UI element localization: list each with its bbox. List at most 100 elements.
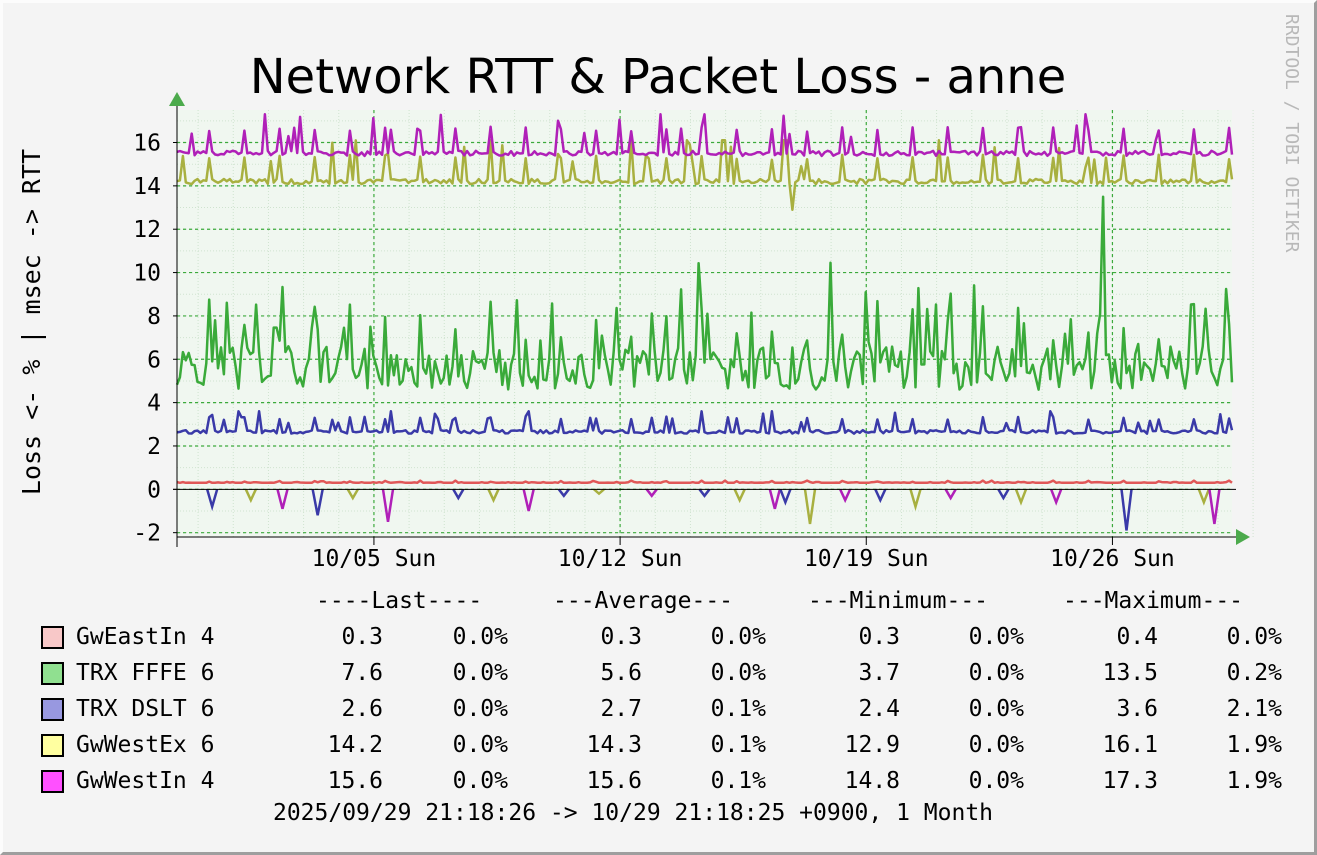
legend-stat-value: 0.0% xyxy=(452,696,508,722)
legend-stat-value: 0.0% xyxy=(968,696,1024,722)
loss-dip xyxy=(1197,488,1211,506)
legend-series-name: TRX FFFE 6 xyxy=(76,660,215,686)
loss-dip xyxy=(522,489,535,512)
legend-stat-value: 0.3 xyxy=(858,624,900,650)
legend-stat-value: 2.7 xyxy=(600,696,642,722)
legend-stat-value: 0.0% xyxy=(452,660,508,686)
loss-dip xyxy=(487,488,500,504)
legend-stat-value: 14.2 xyxy=(327,732,383,758)
loss-dip xyxy=(909,488,922,512)
legend-stat-value: 0.0% xyxy=(452,732,508,758)
loss-dip xyxy=(593,488,605,496)
loss-dip xyxy=(244,488,257,504)
watermark: RRDTOOL / TOBI OETIKER xyxy=(1281,14,1302,253)
legend-header: ---Minimum--- xyxy=(808,588,989,614)
loss-dip xyxy=(346,488,359,501)
legend-stat-value: 0.1% xyxy=(710,696,766,722)
legend-stat-value: 0.2% xyxy=(1226,660,1282,686)
y-axis-arrow xyxy=(169,92,185,106)
legend-stat-value: 0.3 xyxy=(600,624,642,650)
x-tick-label: 10/19 Sun xyxy=(804,546,929,572)
legend-swatch xyxy=(41,770,64,793)
legend-swatch xyxy=(41,698,64,721)
loss-dip xyxy=(1120,489,1133,531)
y-tick-label: 10 xyxy=(133,261,161,287)
legend-stat-value: 1.9% xyxy=(1226,768,1282,794)
legend-stat-value: 1.9% xyxy=(1226,732,1282,758)
legend-stat-value: 0.0% xyxy=(968,768,1024,794)
x-tick-label: 10/05 Sun xyxy=(312,546,437,572)
legend-stat-value: 0.0% xyxy=(968,660,1024,686)
legend-stat-value: 0.1% xyxy=(710,732,766,758)
legend-stat-value: 0.0% xyxy=(710,660,766,686)
legend-series-name: GwWestIn 4 xyxy=(76,768,215,794)
loss-dip xyxy=(311,489,324,516)
loss-dip xyxy=(276,489,289,510)
y-tick-label: 8 xyxy=(147,304,161,330)
legend-stat-value: 2.4 xyxy=(858,696,900,722)
legend-stat-value: 0.4 xyxy=(1116,624,1158,650)
legend-stat-value: 15.6 xyxy=(327,768,383,794)
legend-series-name: TRX DSLT 6 xyxy=(76,696,215,722)
legend-stat-value: 3.6 xyxy=(1116,696,1158,722)
y-axis-label: Loss <- % | msec -> RTT xyxy=(17,149,46,495)
loss-dip xyxy=(645,488,658,498)
legend-stat-value: 0.0% xyxy=(452,768,508,794)
loss-dip xyxy=(733,488,746,504)
y-tick-label: 0 xyxy=(147,477,161,503)
loss-dip xyxy=(779,488,792,506)
loss-dip xyxy=(944,488,957,501)
legend-stat-value: 15.6 xyxy=(586,768,642,794)
rtt-loss-chart: Network RTT & Packet Loss - anne RRDTOOL… xyxy=(17,14,1302,572)
legend-stat-value: 14.8 xyxy=(844,768,900,794)
x-tick-label: 10/12 Sun xyxy=(558,546,683,572)
y-tick-label: 14 xyxy=(133,174,161,200)
loss-dip xyxy=(874,488,887,504)
legend-stat-value: 0.3 xyxy=(341,624,383,650)
legend-row: GwWestIn 4 15.6 0.0% 15.6 0.1% 14.8 0.0% 17.3 1.… xyxy=(38,768,1308,798)
series-line-0 xyxy=(176,479,1233,485)
legend-stat-value: 16.1 xyxy=(1102,732,1158,758)
legend-row: TRX FFFE 6 7.6 0.0% 5.6 0.0% 3.7 0.0% 13.5 0.2% xyxy=(38,660,1308,690)
legend-series-name: GwEastIn 4 xyxy=(76,624,215,650)
loss-dip xyxy=(452,488,465,501)
legend-stat-value: 7.6 xyxy=(341,660,383,686)
loss-dip xyxy=(1014,488,1028,506)
legend-swatch xyxy=(41,734,64,757)
loss-dip xyxy=(803,489,817,525)
loss-dip xyxy=(698,488,711,498)
legend-stat-value: 13.5 xyxy=(1102,660,1158,686)
x-tick-label: 10/26 Sun xyxy=(1050,546,1175,572)
legend-swatch xyxy=(41,626,64,649)
loss-dip xyxy=(1049,488,1063,506)
legend-stat-value: 2.1% xyxy=(1226,696,1282,722)
y-tick-label: 2 xyxy=(147,434,161,460)
legend-stat-value: 0.0% xyxy=(1226,624,1282,650)
legend-stat-value: 17.3 xyxy=(1102,768,1158,794)
legend-header: ---Maximum--- xyxy=(1063,588,1244,614)
y-tick-label: 4 xyxy=(147,391,161,417)
legend-stat-value: 0.0% xyxy=(968,624,1024,650)
legend-stat-value: 5.6 xyxy=(600,660,642,686)
loss-dip xyxy=(768,489,782,510)
y-tick-label: 12 xyxy=(133,217,161,243)
legend-stat-value: 14.3 xyxy=(586,732,642,758)
legend-series-name: GwWestEx 6 xyxy=(76,732,215,758)
series-line-2 xyxy=(176,410,1234,435)
series-line-3 xyxy=(176,139,1234,211)
legend-header: ----Last---- xyxy=(316,588,483,614)
series-line-1 xyxy=(175,195,1234,391)
y-tick-label: 16 xyxy=(133,131,161,157)
legend-row: GwWestEx 6 14.2 0.0% 14.3 0.1% 12.9 0.0% 16.1 1.… xyxy=(38,732,1308,762)
x-axis-arrow xyxy=(1236,529,1250,545)
legend-row: TRX DSLT 6 2.6 0.0% 2.7 0.1% 2.4 0.0% 3.6 2.1% xyxy=(38,696,1308,726)
legend-swatch xyxy=(41,662,64,685)
legend-header: ---Average--- xyxy=(553,588,734,614)
loss-dip xyxy=(1208,489,1221,525)
time-range-footer: 2025/09/29 21:18:26 -> 10/29 21:18:25 +0… xyxy=(272,800,994,826)
y-tick-label: 6 xyxy=(147,347,161,373)
legend-stat-value: 12.9 xyxy=(844,732,900,758)
legend-stat-value: 0.0% xyxy=(710,624,766,650)
series-line-4 xyxy=(176,113,1234,158)
